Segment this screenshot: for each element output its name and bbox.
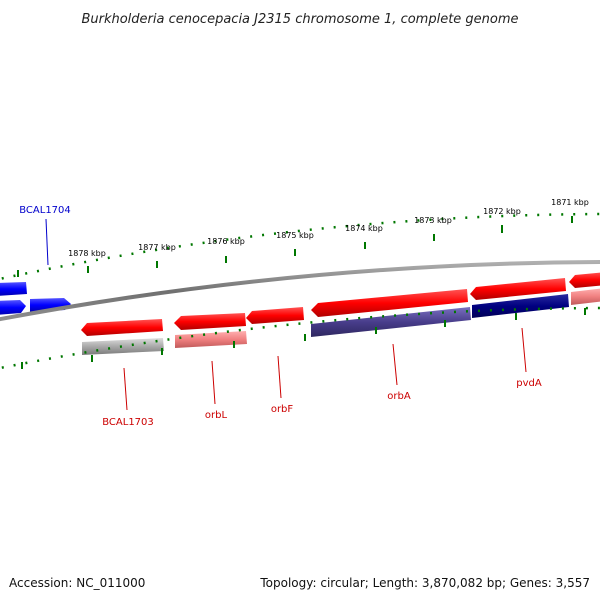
gene-label-pvda[interactable]: pvdA (516, 378, 542, 389)
chromosome-backbone (0, 260, 600, 322)
gene-label-orbf[interactable]: orbF (271, 404, 294, 415)
leader-orbf (277, 355, 282, 399)
leader-orbl (211, 360, 216, 405)
gene-label-bcal1704[interactable]: BCAL1704 (19, 205, 71, 216)
feature-bar-pink-right[interactable] (571, 288, 600, 305)
leader-pvda (521, 327, 527, 373)
outer-scale-dots (0, 212, 600, 281)
feature-bar-gray[interactable] (82, 338, 164, 355)
gene-label-orbl[interactable]: orbL (205, 410, 228, 421)
map-title: Burkholderia cenocepacia J2315 chromosom… (81, 12, 518, 27)
inner-major-ticks (21, 308, 586, 369)
scale-label: 1876 kbp (207, 237, 245, 246)
topology-text: Topology: circular; Length: 3,870,082 bp… (259, 576, 590, 590)
label-leaders (45, 218, 527, 411)
gene-arrow-red-right[interactable] (569, 272, 600, 288)
leader-bcal1703 (123, 367, 128, 411)
gene-labels: BCAL1704 BCAL1703 orbL orbF orbA pvdA (19, 205, 542, 428)
scale-label: 1872 kbp (483, 207, 521, 216)
accession-text: Accession: NC_011000 (9, 576, 145, 590)
scale-label: 1878 kbp (68, 249, 106, 258)
feature-bar-navy-pvda[interactable] (472, 294, 569, 318)
scale-label: 1871 kbp (551, 198, 589, 207)
outer-scale-track: 1878 kbp 1877 kbp 1876 kbp 1875 kbp 1874… (0, 198, 600, 281)
scale-label: 1875 kbp (276, 231, 314, 240)
gene-arrow-bcal1703[interactable] (81, 319, 163, 336)
gene-arrow-blue-left[interactable] (0, 300, 26, 315)
gene-arrow-orbf[interactable] (246, 307, 304, 324)
scale-label: 1873 kbp (414, 216, 452, 225)
outer-major-ticks (17, 216, 573, 277)
scale-labels: 1878 kbp 1877 kbp 1876 kbp 1875 kbp 1874… (68, 198, 589, 258)
leader-bcal1704 (45, 218, 49, 266)
feature-row-2 (82, 288, 600, 355)
feature-bar-pink-orbl[interactable] (175, 331, 247, 348)
gene-arrow-bcal1704-part[interactable] (0, 282, 27, 296)
gene-arrow-orbl[interactable] (174, 313, 246, 330)
gene-label-bcal1703[interactable]: BCAL1703 (102, 417, 154, 428)
inner-scale-track (0, 306, 600, 370)
leader-orba (392, 343, 398, 386)
forward-genes (81, 272, 600, 336)
gene-arrow-orba[interactable] (311, 289, 468, 317)
gene-label-orba[interactable]: orbA (387, 391, 411, 402)
scale-label: 1877 kbp (138, 243, 176, 252)
feature-bar-purple-orba[interactable] (311, 307, 471, 337)
gene-arrow-pvda[interactable] (470, 278, 566, 300)
scale-label: 1874 kbp (345, 224, 383, 233)
